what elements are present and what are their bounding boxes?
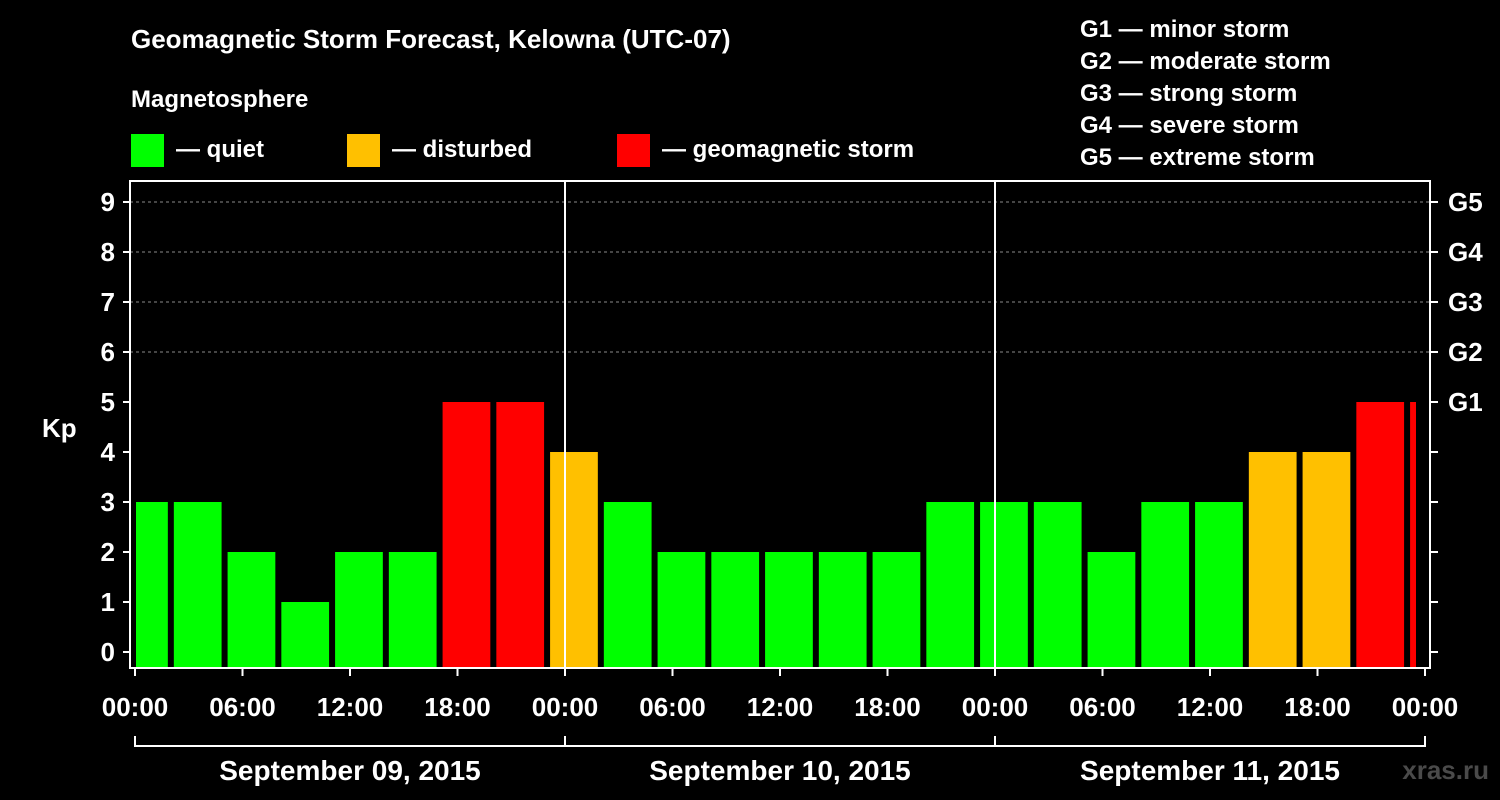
kp-bar xyxy=(173,502,222,668)
storm-scale-legend: G1 — minor storm G2 — moderate storm G3 … xyxy=(1080,14,1331,174)
legend-label-storm: — geomagnetic storm xyxy=(662,136,915,163)
x-tick-label: 00:00 xyxy=(102,692,169,722)
storm-level-label: G4 xyxy=(1448,237,1483,267)
x-tick-label: 00:00 xyxy=(532,692,599,722)
storm-scale-g1: G1 — minor storm xyxy=(1080,16,1290,43)
kp-bar xyxy=(1195,502,1243,668)
watermark: xras.ru xyxy=(1402,755,1489,785)
kp-bar xyxy=(1356,402,1405,668)
y-tick-label: 5 xyxy=(101,387,115,417)
day-label: September 11, 2015 xyxy=(1080,755,1340,786)
kp-bar xyxy=(388,552,437,668)
storm-scale-g4: G4 — severe storm xyxy=(1080,112,1299,139)
kp-bar xyxy=(926,502,975,668)
legend-label-quiet: — quiet xyxy=(176,136,264,163)
x-tick-label: 06:00 xyxy=(1069,692,1136,722)
kp-bar xyxy=(335,552,383,668)
x-tick-label: 00:00 xyxy=(962,692,1029,722)
kp-bar xyxy=(711,552,760,668)
kp-bar xyxy=(136,502,168,668)
y-axis-label: Kp xyxy=(42,413,77,443)
x-tick-label: 12:00 xyxy=(747,692,814,722)
x-tick-label: 12:00 xyxy=(317,692,384,722)
x-tick-label: 06:00 xyxy=(209,692,276,722)
kp-bar xyxy=(1141,502,1190,668)
y-tick-label: 6 xyxy=(101,337,115,367)
day-label: September 09, 2015 xyxy=(219,755,481,786)
y-tick-label: 7 xyxy=(101,287,115,317)
storm-level-label: G2 xyxy=(1448,337,1483,367)
legend-item-disturbed: — disturbed xyxy=(347,133,532,167)
x-tick-label: 18:00 xyxy=(424,692,491,722)
storm-scale-g2: G2 — moderate storm xyxy=(1080,48,1331,75)
day-label: September 10, 2015 xyxy=(649,755,911,786)
kp-bar xyxy=(872,552,921,668)
kp-bar xyxy=(603,502,652,668)
kp-bar xyxy=(1302,452,1351,668)
storm-scale-g5: G5 — extreme storm xyxy=(1080,144,1315,171)
y-tick-label: 9 xyxy=(101,187,115,217)
legend-label-disturbed: — disturbed xyxy=(392,136,533,163)
x-tick-label: 00:00 xyxy=(1392,692,1459,722)
quiet-swatch xyxy=(131,133,164,167)
storm-level-label: G3 xyxy=(1448,287,1483,317)
y-tick-label: 2 xyxy=(101,537,115,567)
x-tick-label: 06:00 xyxy=(639,692,706,722)
kp-bar xyxy=(550,452,598,668)
y-tick-label: 0 xyxy=(101,637,115,667)
kp-bar xyxy=(281,602,330,668)
storm-scale-g3: G3 — strong storm xyxy=(1080,80,1298,107)
legend-item-quiet: — quiet xyxy=(131,133,264,167)
disturbed-swatch xyxy=(347,133,380,167)
kp-bar xyxy=(1087,552,1136,668)
kp-bar xyxy=(980,502,1028,668)
storm-level-label: G1 xyxy=(1448,387,1483,417)
x-tick-label: 18:00 xyxy=(1284,692,1351,722)
kp-bar xyxy=(1248,452,1297,668)
storm-level-label: G5 xyxy=(1448,187,1483,217)
kp-bar xyxy=(1033,502,1082,668)
y-tick-label: 4 xyxy=(101,437,116,467)
y-tick-label: 1 xyxy=(101,587,115,617)
y-tick-label: 3 xyxy=(101,487,115,517)
kp-bar xyxy=(496,402,545,668)
kp-bar xyxy=(765,552,813,668)
kp-bar xyxy=(657,552,706,668)
kp-bar xyxy=(227,552,276,668)
x-tick-label: 12:00 xyxy=(1177,692,1244,722)
kp-bar xyxy=(442,402,491,668)
storm-swatch xyxy=(617,133,650,167)
y-tick-label: 8 xyxy=(101,237,115,267)
chart-title: Geomagnetic Storm Forecast, Kelowna (UTC… xyxy=(131,24,731,54)
legend-item-storm: — geomagnetic storm xyxy=(617,133,914,167)
x-tick-label: 18:00 xyxy=(854,692,921,722)
kp-bar xyxy=(1410,402,1416,668)
kp-bar xyxy=(818,552,867,668)
magnetosphere-label: Magnetosphere xyxy=(131,86,309,113)
